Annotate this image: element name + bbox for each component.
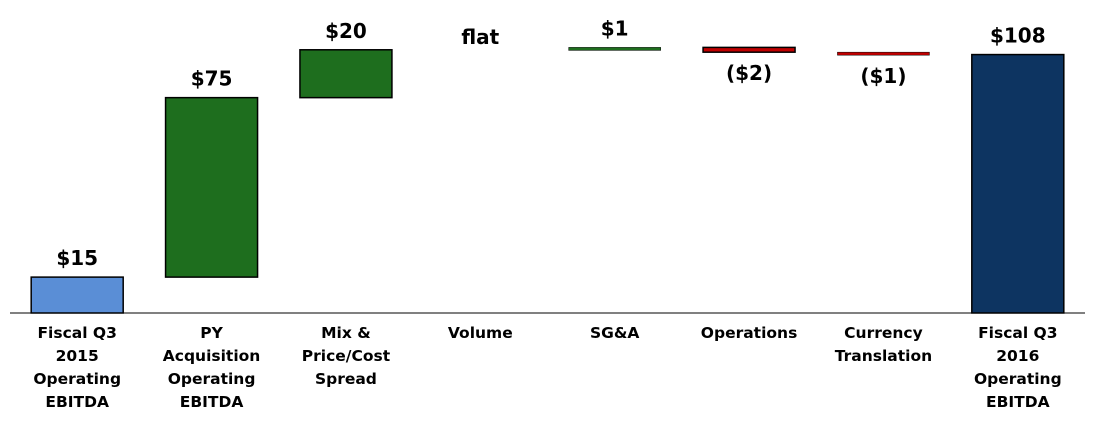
value-label: $1 [601,16,629,40]
bar [568,47,661,51]
value-label: $15 [56,246,98,270]
x-tick-label: Operations [701,324,798,342]
bar [971,53,1065,314]
value-label: flat [461,25,499,49]
value-label: $108 [990,24,1046,48]
bar [837,51,930,56]
bar [30,276,124,314]
x-tick-label: SG&A [590,324,639,342]
value-label: $20 [325,19,367,43]
x-tick-label: Mix & Price/Cost Spread [302,324,391,388]
x-tick-label: Currency Translation [835,324,932,365]
x-tick-label: PY Acquisition Operating EBITDA [163,324,261,411]
value-label: $75 [191,67,233,91]
bar [299,49,393,99]
value-label: ($1) [860,64,906,88]
bar [702,46,796,53]
x-tick-label: Fiscal Q3 2015 Operating EBITDA [33,324,121,411]
bar [164,96,259,278]
value-label: ($2) [726,61,772,85]
x-tick-label: Fiscal Q3 2016 Operating EBITDA [974,324,1062,411]
x-tick-label: Volume [448,324,513,342]
